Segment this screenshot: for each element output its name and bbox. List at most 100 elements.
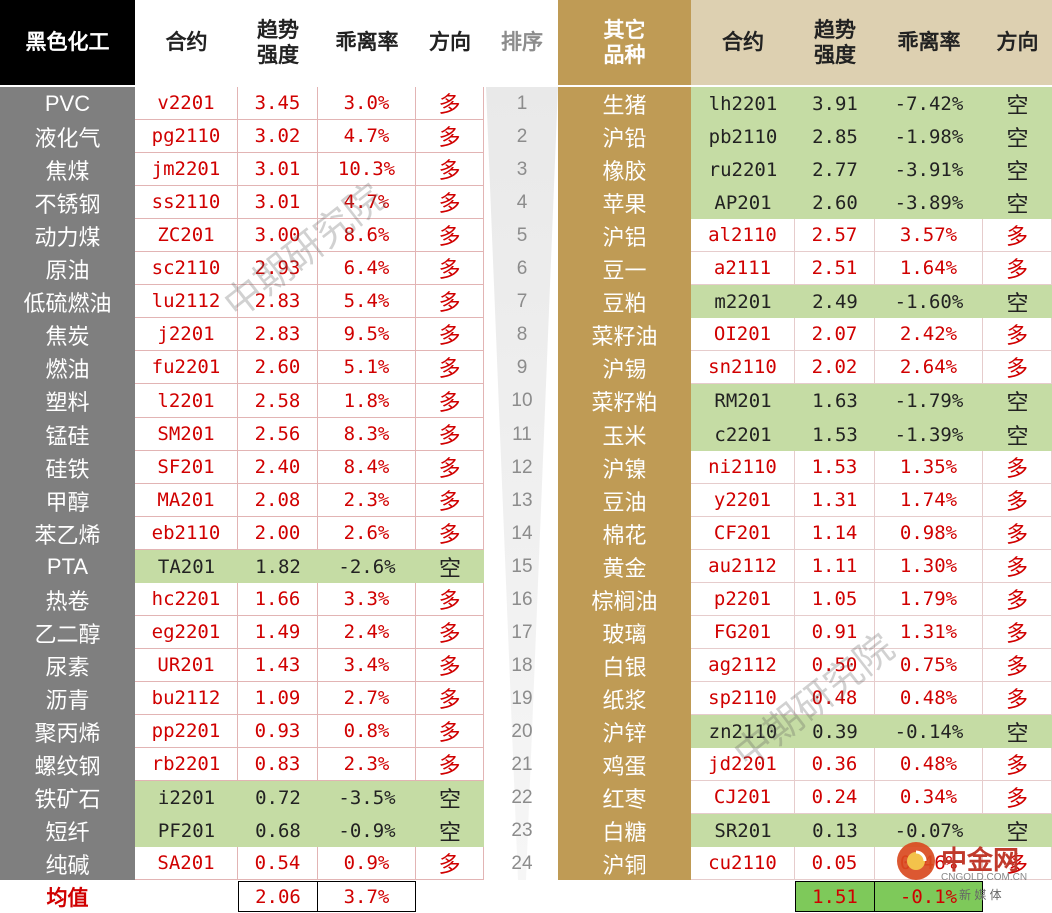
- right-row-deviation: -1.39%: [875, 418, 983, 451]
- left-row-direction: 空: [416, 814, 484, 847]
- right-row-deviation: 0.98%: [875, 517, 983, 550]
- left-row-deviation: 6.4%: [318, 252, 416, 285]
- left-row-direction: 多: [416, 219, 484, 252]
- footer-left-strength-avg: 2.06: [238, 881, 318, 912]
- rank-number: 6: [516, 257, 528, 279]
- rank-number: 7: [516, 290, 528, 312]
- left-row-contract: ss2110: [135, 186, 238, 219]
- left-row-strength: 1.82: [238, 550, 318, 583]
- footer-right-strength-avg: 1.51: [795, 881, 875, 912]
- right-row-strength: 1.11: [795, 550, 875, 583]
- left-row-contract: hc2201: [135, 583, 238, 616]
- left-row-strength: 3.01: [238, 153, 318, 186]
- right-row-deviation: 1.79%: [875, 583, 983, 616]
- left-row-name: 尿素: [45, 654, 90, 680]
- left-row-strength: 1.43: [238, 649, 318, 682]
- right-row-name: 沪铅: [602, 125, 647, 151]
- right-row-deviation: -1.79%: [875, 384, 983, 418]
- rank-number: 21: [511, 753, 533, 775]
- left-row-strength: 2.58: [238, 384, 318, 418]
- right-row-strength: 2.02: [795, 351, 875, 384]
- left-row-strength: 0.54: [238, 847, 318, 880]
- right-row-name: 棕榈油: [591, 588, 658, 614]
- right-row-strength: 2.49: [795, 285, 875, 318]
- left-row-deviation: 1.8%: [318, 384, 416, 418]
- right-row-name: 菜籽粕: [591, 390, 658, 415]
- left-row-deviation: 5.4%: [318, 285, 416, 318]
- right-row-deviation: -7.42%: [875, 87, 983, 120]
- left-category-column: [0, 87, 135, 880]
- left-row-deviation: 0.8%: [318, 715, 416, 748]
- right-row-deviation: 0.48%: [875, 682, 983, 715]
- right-row-contract: pb2110: [691, 120, 795, 153]
- right-row-name: 豆一: [602, 257, 647, 283]
- footer-right-deviation-avg: -0.1%: [875, 881, 983, 912]
- left-row-name: 螺纹钢: [34, 753, 101, 779]
- rank-number: 10: [511, 390, 533, 411]
- header-left-deviation: 乖离率: [318, 0, 416, 85]
- left-row-deviation: -0.9%: [318, 814, 416, 847]
- right-row-contract: CJ201: [691, 781, 795, 814]
- left-row-direction: 多: [416, 318, 484, 351]
- left-row-name: 原油: [45, 257, 90, 283]
- right-row-strength: 0.48: [795, 682, 875, 715]
- right-row-strength: 1.05: [795, 583, 875, 616]
- right-row-contract: zn2110: [691, 715, 795, 748]
- left-row-name: 不锈钢: [34, 191, 101, 217]
- right-category-column: [558, 87, 691, 880]
- cngold-logo-name: 中金网: [941, 846, 1020, 876]
- right-row-strength: 1.53: [795, 451, 875, 484]
- left-row-deviation: 2.4%: [318, 616, 416, 649]
- right-row-deviation: -3.89%: [875, 186, 983, 219]
- left-row-name: 苯乙烯: [34, 522, 101, 548]
- left-row-strength: 3.00: [238, 219, 318, 252]
- left-row-direction: 空: [416, 781, 484, 814]
- left-row-strength: 3.45: [238, 87, 318, 120]
- left-row-direction: 多: [416, 616, 484, 649]
- right-row-name: 鸡蛋: [602, 753, 647, 779]
- left-row-deviation: 8.6%: [318, 219, 416, 252]
- rank-number: 3: [516, 158, 528, 180]
- left-row-strength: 0.72: [238, 781, 318, 814]
- rank-number: 2: [516, 125, 528, 147]
- left-row-deviation: 5.1%: [318, 351, 416, 384]
- right-row-direction: 多: [983, 252, 1052, 285]
- right-row-contract: lh2201: [691, 87, 795, 120]
- right-row-strength: 0.50: [795, 649, 875, 682]
- left-row-name: 燃油: [45, 356, 90, 382]
- right-row-direction: 多: [983, 649, 1052, 682]
- right-row-name: 沪铝: [602, 224, 647, 250]
- right-row-name: 苹果: [602, 191, 647, 217]
- cngold-logo: 中金网 CNGOLD.COM.CN 新 媒 体: [895, 836, 1045, 908]
- left-row-name: 塑料: [45, 390, 90, 415]
- right-row-direction: 多: [983, 318, 1052, 351]
- rank-number: 14: [511, 522, 533, 544]
- rank-number: 15: [511, 555, 533, 577]
- left-row-contract: ZC201: [135, 219, 238, 252]
- left-row-name: PTA: [46, 553, 89, 579]
- left-row-direction: 多: [416, 418, 484, 451]
- header-left-strength: 趋势 强度: [238, 0, 318, 85]
- left-row-contract: PF201: [135, 814, 238, 847]
- right-row-deviation: 1.74%: [875, 484, 983, 517]
- left-row-direction: 多: [416, 252, 484, 285]
- right-row-name: 纸浆: [602, 687, 647, 713]
- right-row-direction: 多: [983, 583, 1052, 616]
- right-row-deviation: 1.30%: [875, 550, 983, 583]
- right-row-strength: 1.53: [795, 418, 875, 451]
- right-row-direction: 多: [983, 847, 1052, 880]
- right-row-contract: cu2110: [691, 847, 795, 880]
- left-row-direction: 多: [416, 120, 484, 153]
- right-row-direction: 多: [983, 616, 1052, 649]
- rank-number: 16: [511, 588, 533, 610]
- left-row-name: 液化气: [34, 125, 101, 151]
- right-row-deviation: 0.48%: [875, 748, 983, 781]
- right-row-direction: 多: [983, 517, 1052, 550]
- right-row-direction: 空: [983, 120, 1052, 153]
- left-row-direction: 空: [416, 550, 484, 583]
- rank-number: 17: [511, 621, 533, 643]
- right-row-strength: 2.60: [795, 186, 875, 219]
- left-row-name: 短纤: [45, 819, 90, 845]
- footer-left-deviation-avg: 3.7%: [318, 881, 416, 912]
- right-row-direction: 多: [983, 748, 1052, 781]
